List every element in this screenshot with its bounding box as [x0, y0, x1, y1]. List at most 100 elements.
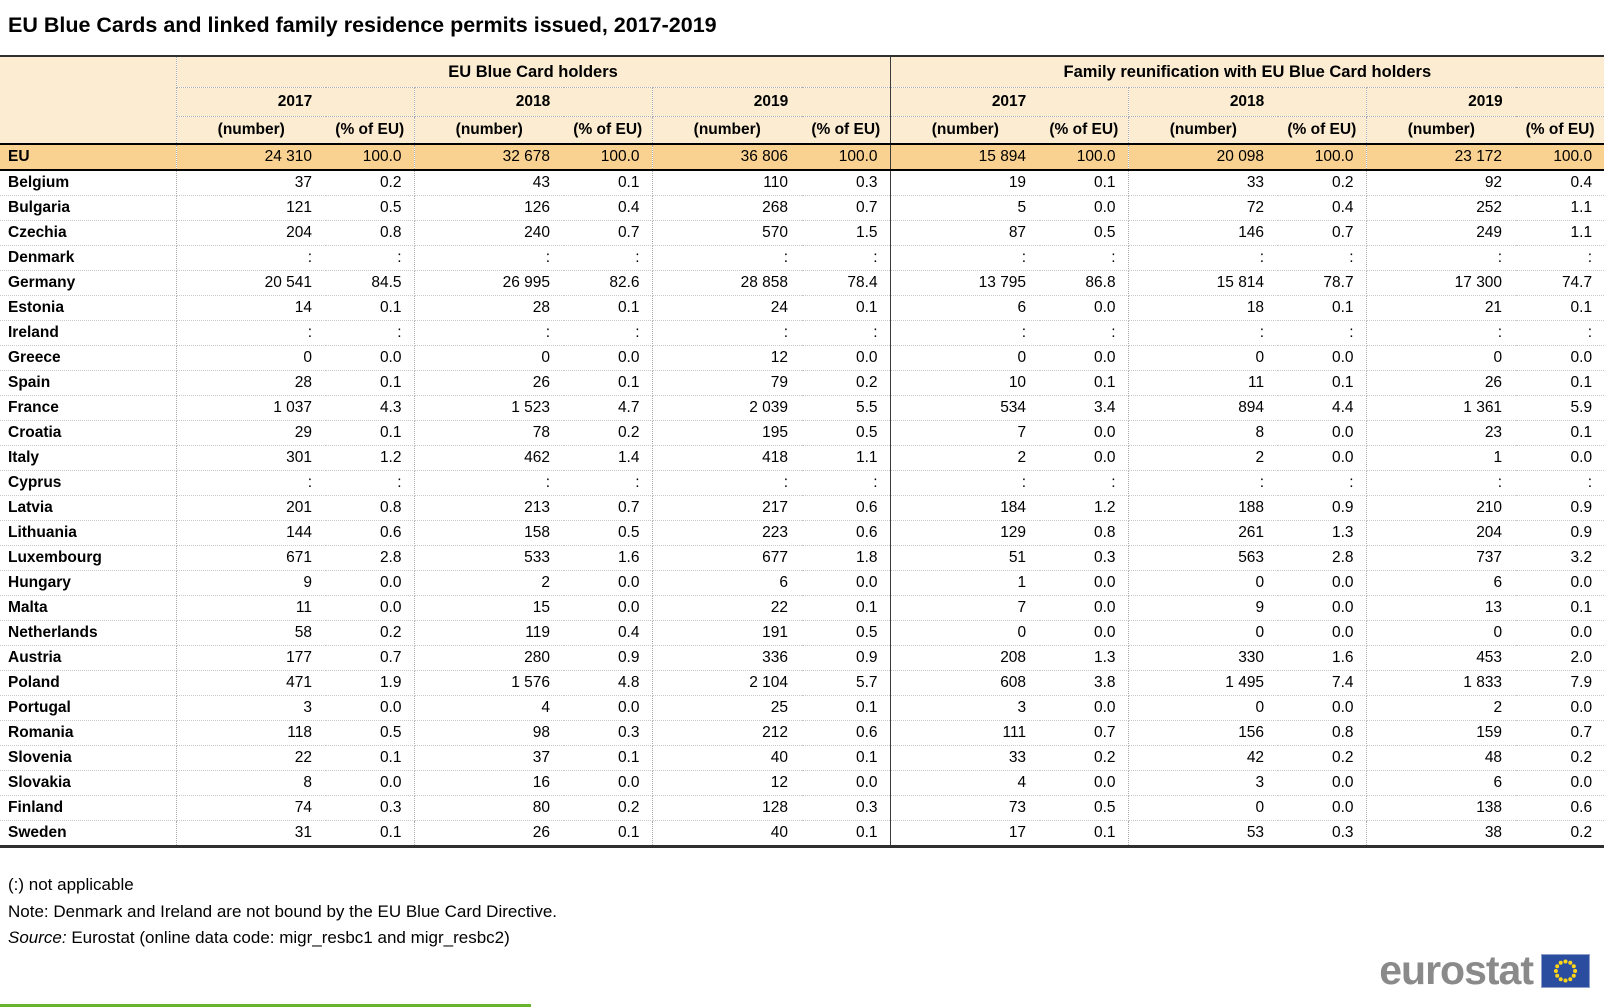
table-cell: 608 — [890, 670, 1041, 696]
measure-header: (% of EU) — [1516, 116, 1604, 145]
table-cell: 0.0 — [326, 695, 415, 721]
table-cell: 0.2 — [1278, 170, 1367, 196]
table-cell: 82.6 — [564, 270, 653, 296]
table-cell: 0.2 — [1278, 745, 1367, 771]
table-cell: 0.0 — [564, 695, 653, 721]
table-cell: 4.8 — [564, 670, 653, 696]
table-cell: 16 — [414, 770, 564, 796]
table-cell: 570 — [652, 220, 802, 246]
row-label: Croatia — [0, 420, 177, 446]
table-cell: 31 — [176, 820, 326, 847]
table-cell: 0.1 — [1278, 370, 1367, 396]
table-cell: 1.6 — [564, 545, 653, 571]
table-cell: : — [1516, 320, 1604, 346]
table-cell: : — [1366, 320, 1517, 346]
table-cell: 0.6 — [802, 520, 891, 546]
table-header: EU Blue Card holders Family reunificatio… — [0, 56, 1604, 145]
table-cell: 1.2 — [1040, 495, 1129, 521]
table-cell: 129 — [890, 520, 1041, 546]
table-cell: 0.0 — [1516, 695, 1604, 721]
table-cell: 0.0 — [802, 570, 891, 596]
table-cell: 4.4 — [1278, 395, 1367, 421]
table-cell: 0.0 — [1278, 770, 1367, 796]
row-label: Hungary — [0, 570, 177, 596]
table-cell: 10 — [890, 370, 1041, 396]
table-cell: : — [1366, 470, 1517, 496]
table-cell: 156 — [1128, 720, 1279, 746]
row-label: Portugal — [0, 695, 177, 721]
table-cell: 2 — [1128, 445, 1279, 471]
table-cell: 1.6 — [1278, 645, 1367, 671]
table-cell: 0 — [414, 345, 564, 371]
table-cell: : — [1278, 320, 1367, 346]
row-label: France — [0, 395, 177, 421]
table-cell: 0.9 — [1278, 495, 1367, 521]
table-cell: 2 — [1366, 695, 1517, 721]
table-body: EU 24 310 100.0 32 678 100.0 36 806 100.0 15 89… — [0, 144, 1604, 847]
year-header: 2017 — [890, 87, 1129, 117]
table-cell: 23 172 — [1366, 144, 1517, 171]
table-row: Lithuania 144 0.6 158 0.5 223 0.6 129 0.8 261 1.3 2… — [0, 520, 1604, 546]
table-cell: 4.7 — [564, 395, 653, 421]
table-cell: 29 — [176, 420, 326, 446]
table-cell: 0.1 — [1516, 370, 1604, 396]
table-cell: 1.1 — [1516, 220, 1604, 246]
table-cell: 1.2 — [326, 445, 415, 471]
table-cell: 7.4 — [1278, 670, 1367, 696]
table-cell: 12 — [652, 345, 802, 371]
table-cell: 13 — [1366, 595, 1517, 621]
table-cell: 11 — [176, 595, 326, 621]
measure-header: (% of EU) — [326, 116, 415, 145]
table-cell: : — [176, 470, 326, 496]
table-cell: 1 576 — [414, 670, 564, 696]
table-cell: 1.5 — [802, 220, 891, 246]
table-cell: 1.3 — [1040, 645, 1129, 671]
table-cell: : — [564, 245, 653, 271]
table-cell: 3 — [890, 695, 1041, 721]
table-cell: 0.3 — [802, 170, 891, 196]
row-label: Germany — [0, 270, 177, 296]
table-cell: 26 — [414, 820, 564, 847]
table-cell: 0.0 — [1516, 620, 1604, 646]
table-cell: 0.1 — [802, 745, 891, 771]
table-cell: 0.1 — [564, 170, 653, 196]
data-table: EU Blue Card holders Family reunificatio… — [0, 55, 1604, 848]
table-cell: 0.0 — [1040, 695, 1129, 721]
measure-header: (% of EU) — [1040, 116, 1129, 145]
footnote-source: Source: Eurostat (online data code: migr… — [8, 925, 1604, 952]
table-cell: 0.8 — [326, 220, 415, 246]
table-cell: 0.0 — [1516, 570, 1604, 596]
table-cell: 0.0 — [802, 770, 891, 796]
table-cell: 6 — [890, 295, 1041, 321]
table-cell: 110 — [652, 170, 802, 196]
table-cell: 0.6 — [1516, 795, 1604, 821]
table-cell: 0 — [1128, 345, 1279, 371]
year-header: 2017 — [176, 87, 415, 117]
table-cell: 0 — [890, 620, 1041, 646]
table-cell: 40 — [652, 745, 802, 771]
measure-header-row: (number) (% of EU) (number) (% of EU) (n… — [0, 116, 1604, 145]
table-row: Spain 28 0.1 26 0.1 79 0.2 10 0.1 11 0.1 26 0.1 — [0, 370, 1604, 396]
table-cell: 2.8 — [326, 545, 415, 571]
table-cell: 212 — [652, 720, 802, 746]
table-row: Malta 11 0.0 15 0.0 22 0.1 7 0.0 9 0.0 13 0.1 — [0, 595, 1604, 621]
table-cell: 24 310 — [176, 144, 326, 171]
table-cell: 37 — [176, 170, 326, 196]
table-cell: 43 — [414, 170, 564, 196]
table-cell: 28 — [176, 370, 326, 396]
table-cell: 15 814 — [1128, 270, 1279, 296]
table-cell: : — [176, 320, 326, 346]
table-cell: 0.4 — [1516, 170, 1604, 196]
table-cell: 1 495 — [1128, 670, 1279, 696]
table-cell: 18 — [1128, 295, 1279, 321]
table-cell: 177 — [176, 645, 326, 671]
table-cell: 78 — [414, 420, 564, 446]
table-cell: 1.9 — [326, 670, 415, 696]
table-row: Slovenia 22 0.1 37 0.1 40 0.1 33 0.2 42 0.2 48 0.2 — [0, 745, 1604, 771]
table-cell: 3.8 — [1040, 670, 1129, 696]
table-cell: 0.0 — [1040, 295, 1129, 321]
table-cell: 0.1 — [1040, 820, 1129, 847]
table-cell: 1 — [890, 570, 1041, 596]
table-cell: 0 — [1366, 620, 1517, 646]
table-cell: 0.7 — [564, 495, 653, 521]
